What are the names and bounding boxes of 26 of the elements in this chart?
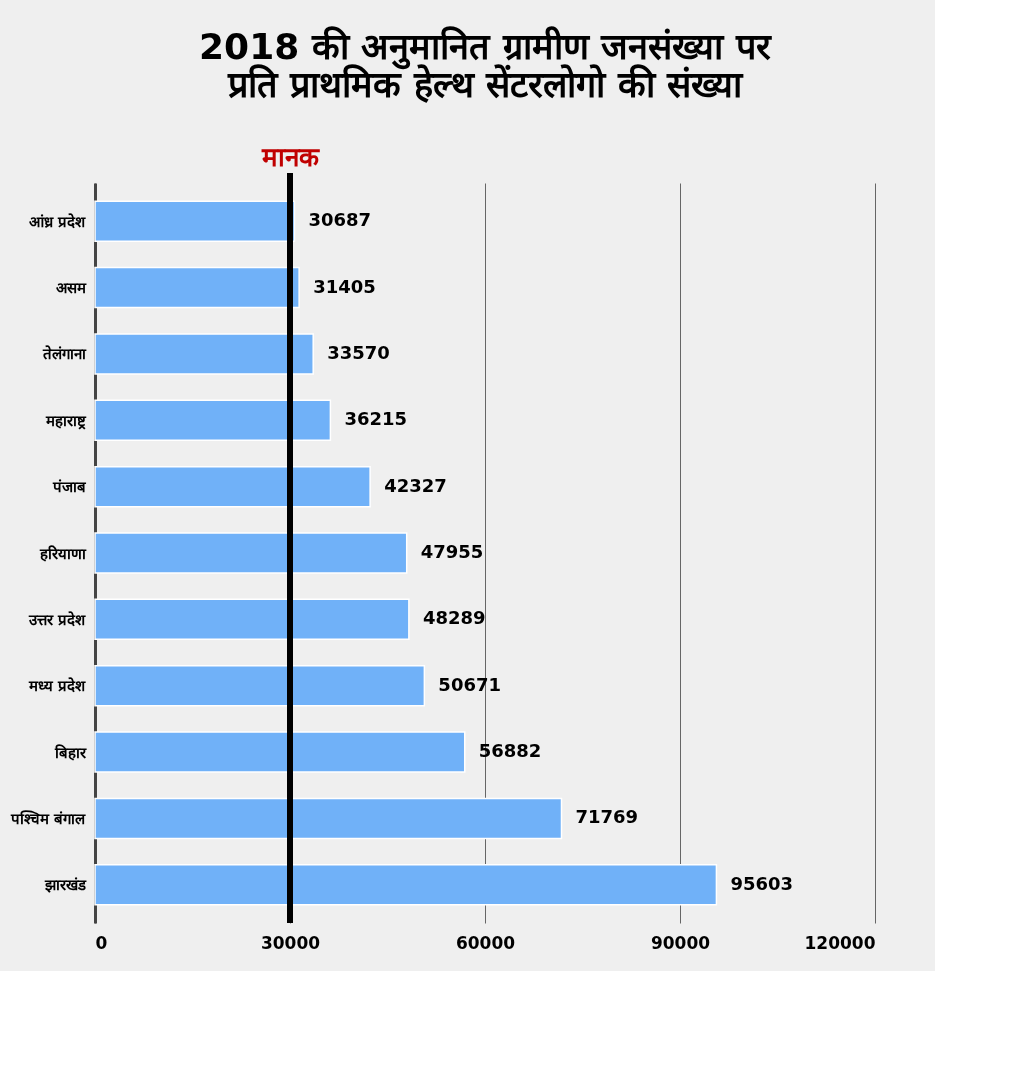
x-tick-label: 120000 <box>804 932 876 953</box>
data-label: 47955 <box>420 541 484 562</box>
x-tick-label: 0 <box>95 932 108 953</box>
y-tick-label: पंजाब <box>51 478 87 497</box>
y-tick-label: महाराष्ट्र <box>44 411 87 430</box>
x-tick-label: 60000 <box>455 932 516 953</box>
y-tick-label: झारखंड <box>43 876 87 895</box>
data-label: 33570 <box>327 341 390 363</box>
y-tick-label: उत्तर प्रदेश <box>28 610 87 629</box>
y-tick-label: पश्चिम बंगाल <box>10 809 87 828</box>
y-tick-label: मध्य प्रदेश <box>28 677 87 696</box>
data-label: 48289 <box>422 607 486 629</box>
data-label: 30687 <box>308 209 372 231</box>
data-label: 95603 <box>730 872 794 894</box>
y-tick-label: आंध्र प्रदेश <box>29 212 87 231</box>
x-tick-label: 30000 <box>260 932 321 953</box>
data-label: 31405 <box>313 275 376 297</box>
y-tick-label: तेलंगाना <box>41 345 87 364</box>
ref-line-label: मानक <box>260 142 320 172</box>
y-tick-label: हरियाणा <box>38 544 87 563</box>
data-label: 71769 <box>575 806 639 828</box>
y-tick-label: बिहार <box>53 743 87 762</box>
data-label: 36215 <box>344 408 408 430</box>
x-tick-label: 90000 <box>650 932 711 953</box>
y-tick-label: असम <box>55 279 87 298</box>
data-label: 42327 <box>384 474 447 496</box>
